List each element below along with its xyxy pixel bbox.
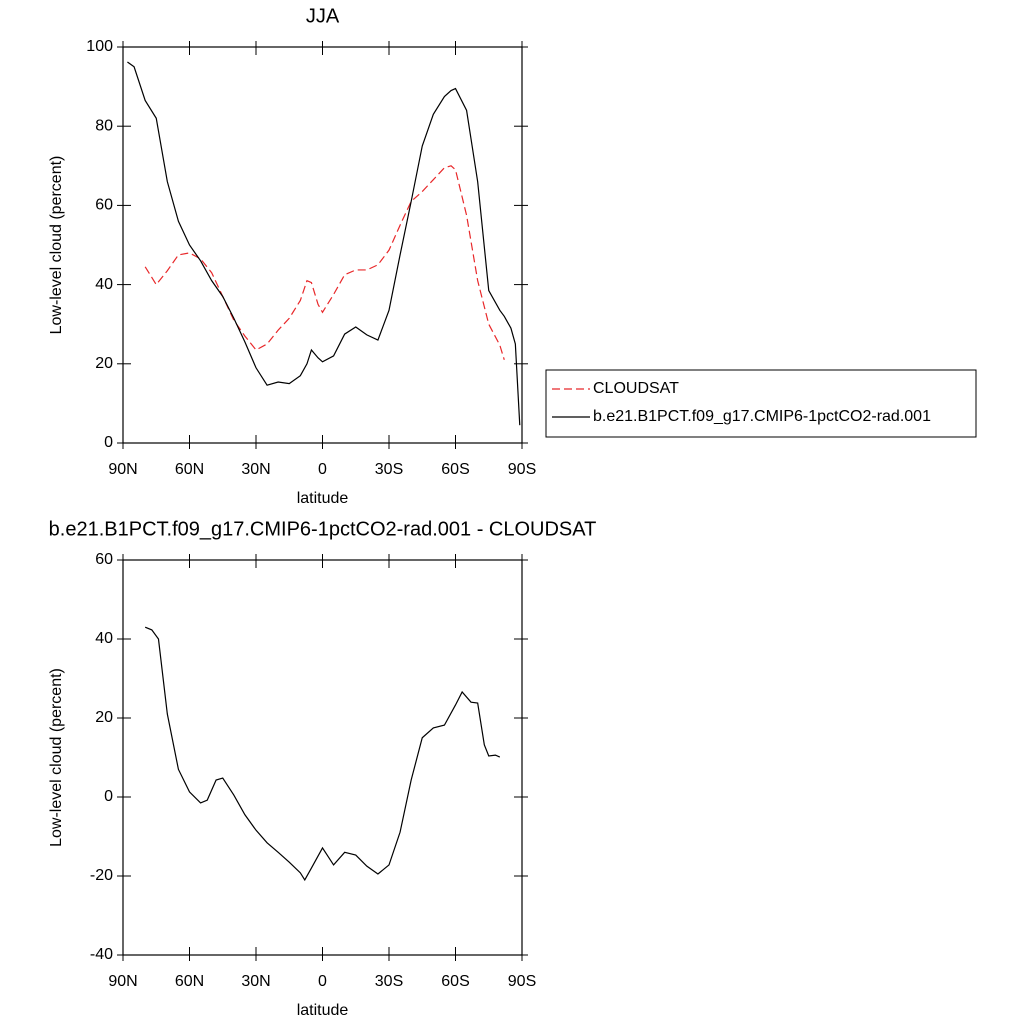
x-tick-label: 30S	[375, 973, 403, 990]
y-axis-label: Low-level cloud (percent)	[48, 156, 65, 335]
x-tick-label: 60N	[175, 461, 204, 478]
y-tick-label: 40	[95, 630, 113, 647]
data-line	[144, 165, 505, 361]
chart-title: JJA	[306, 5, 340, 27]
x-axis-label: latitude	[297, 1002, 349, 1019]
x-tick-label: 90N	[108, 461, 137, 478]
x-tick-label: 90N	[108, 973, 137, 990]
y-axis-label: Low-level cloud (percent)	[48, 668, 65, 847]
y-tick-label: 20	[95, 355, 113, 372]
plot-frame	[122, 559, 523, 956]
legend-label: b.e21.B1PCT.f09_g17.CMIP6-1pctCO2-rad.00…	[593, 408, 931, 425]
y-tick-label: 0	[104, 434, 113, 451]
x-tick-label: 90S	[508, 973, 536, 990]
x-tick-label: 60S	[441, 973, 469, 990]
legend-box	[545, 369, 977, 438]
data-line	[144, 626, 501, 882]
y-tick-label: 20	[95, 709, 113, 726]
x-tick-label: 30S	[375, 461, 403, 478]
x-tick-label: 60N	[175, 973, 204, 990]
y-tick-label: 0	[104, 788, 113, 805]
data-line	[127, 61, 521, 426]
chart-title: b.e21.B1PCT.f09_g17.CMIP6-1pctCO2-rad.00…	[49, 518, 597, 540]
y-tick-label: -20	[90, 867, 113, 884]
x-tick-label: 0	[318, 461, 327, 478]
x-tick-label: 60S	[441, 461, 469, 478]
y-tick-label: 40	[95, 276, 113, 293]
x-tick-label: 30N	[241, 973, 270, 990]
x-tick-label: 90S	[508, 461, 536, 478]
legend-label: CLOUDSAT	[593, 380, 679, 397]
y-tick-label: -40	[90, 946, 113, 963]
y-tick-label: 80	[95, 117, 113, 134]
y-tick-label: 60	[95, 197, 113, 214]
x-tick-label: 30N	[241, 461, 270, 478]
plot-frame	[122, 46, 523, 444]
x-tick-label: 0	[318, 973, 327, 990]
y-tick-label: 100	[86, 38, 113, 55]
x-axis-label: latitude	[297, 490, 349, 507]
y-tick-label: 60	[95, 551, 113, 568]
